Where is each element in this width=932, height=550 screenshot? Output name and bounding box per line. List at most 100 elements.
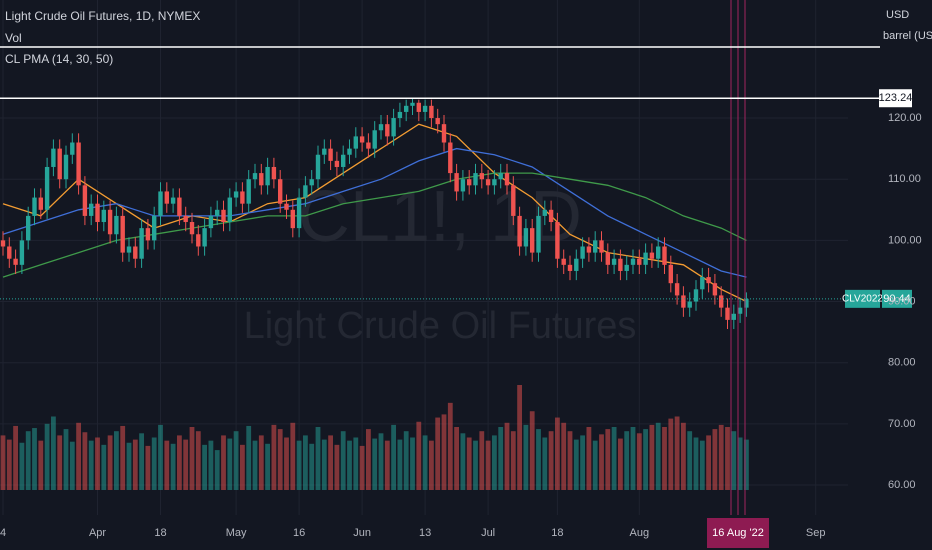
- candle-body: [152, 215, 157, 241]
- volume-bar: [252, 440, 258, 490]
- candle-body: [290, 209, 295, 229]
- volume-bar: [592, 440, 598, 490]
- volume-bar: [271, 424, 277, 490]
- y-tick-label: 90.00: [888, 295, 916, 307]
- moving-average: [2, 147, 747, 278]
- candle-body: [429, 105, 434, 119]
- volume-bar: [605, 429, 611, 490]
- candle-body: [38, 197, 43, 210]
- candle-body: [366, 142, 371, 149]
- volume-bar: [214, 450, 220, 490]
- volume-bar: [170, 443, 176, 490]
- volume-bar: [454, 427, 459, 490]
- price-label: 90.44: [883, 293, 911, 305]
- candle-body: [555, 222, 560, 259]
- volume-layer: [0, 385, 749, 490]
- volume-bar: [309, 443, 315, 490]
- high-label-box: [879, 89, 912, 108]
- candle-body: [259, 173, 264, 186]
- volume-bar: [44, 423, 50, 490]
- volume-bar: [296, 440, 302, 490]
- candle-body: [624, 264, 629, 271]
- volume-bar: [145, 445, 151, 490]
- candle-body: [504, 173, 510, 186]
- y-tick-label: 70.00: [888, 418, 916, 430]
- volume-bar: [95, 437, 100, 490]
- volume-bar: [466, 437, 472, 490]
- volume-bar: [6, 439, 12, 490]
- candle-body: [0, 240, 6, 247]
- candle-body: [404, 105, 409, 112]
- volume-bar: [258, 435, 264, 490]
- unit: barrel (US): [883, 30, 932, 42]
- volume-bar: [315, 427, 321, 490]
- x-tick-label: 13: [419, 527, 431, 539]
- volume-bar: [674, 416, 680, 490]
- volume-bar: [227, 438, 233, 490]
- candle-body: [580, 246, 585, 259]
- indicator-legend: CL PMA (14, 30, 50): [5, 52, 113, 66]
- candle-body: [328, 148, 333, 161]
- candle-body: [599, 240, 604, 253]
- volume-bar: [410, 437, 415, 490]
- candle-body: [422, 105, 428, 112]
- candle-body: [233, 191, 239, 198]
- candle-body: [567, 264, 573, 271]
- candle-body: [271, 166, 277, 180]
- currency: USD: [886, 9, 909, 21]
- volume-bar: [321, 439, 327, 490]
- volume-bar: [183, 439, 189, 490]
- volume-bar: [555, 417, 560, 490]
- candle-body: [334, 160, 340, 167]
- candle-body: [57, 148, 62, 180]
- candle-body: [63, 154, 69, 180]
- candle-body: [189, 222, 195, 235]
- volume-bar: [567, 431, 573, 490]
- high-label: 123.24: [879, 92, 913, 104]
- volume-bar: [441, 414, 447, 490]
- candle-body: [662, 246, 667, 265]
- volume-bar: [517, 385, 522, 490]
- volume-bar: [132, 439, 138, 490]
- candle-body: [517, 215, 522, 247]
- volume-bar: [681, 422, 686, 490]
- candle-body: [303, 185, 308, 198]
- volume-bar: [120, 425, 126, 490]
- candle-body: [593, 240, 598, 253]
- candle-body: [19, 240, 25, 265]
- candle-body: [215, 209, 220, 216]
- candle-body: [674, 283, 680, 296]
- candle-body: [284, 203, 289, 210]
- volume-bar: [328, 435, 333, 490]
- volume-bar: [693, 437, 699, 490]
- candle-body: [391, 118, 396, 137]
- candle-layer: [0, 98, 749, 330]
- candle-body: [196, 234, 201, 247]
- volume-bar: [744, 439, 749, 490]
- x-tick-label: May: [226, 527, 247, 539]
- candle-body: [51, 148, 56, 167]
- volume-bar: [0, 435, 6, 490]
- volume-bar: [485, 440, 491, 490]
- candle-body: [385, 124, 390, 137]
- candle-body: [630, 258, 636, 265]
- volume-bar: [57, 435, 63, 490]
- volume-bar: [101, 444, 107, 490]
- candle-body: [536, 215, 541, 253]
- candle-body: [26, 215, 31, 241]
- volume-bar: [429, 440, 434, 490]
- volume-bar: [378, 433, 384, 490]
- candle-body: [114, 215, 119, 235]
- candle-body: [208, 215, 214, 229]
- volume-bar: [189, 427, 195, 490]
- volume-bar: [25, 431, 31, 490]
- candle-body: [164, 191, 169, 204]
- candle-body: [145, 228, 151, 241]
- volume-bar: [611, 427, 617, 490]
- candle-body: [309, 179, 314, 186]
- candle-body: [467, 179, 472, 186]
- candle-body: [744, 298, 749, 308]
- candle-body: [120, 215, 125, 253]
- x-tick-label: 4: [0, 527, 6, 539]
